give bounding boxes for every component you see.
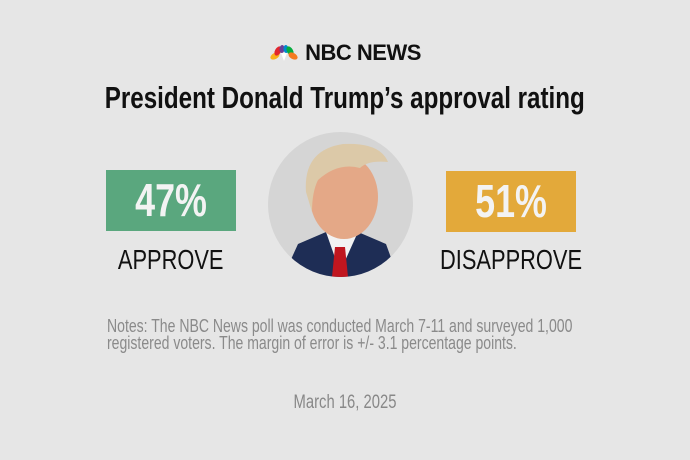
peacock-icon	[270, 45, 298, 61]
publish-date: March 16, 2025	[293, 392, 397, 413]
approve-label: APPROVE	[118, 244, 224, 275]
logo-text: NBC NEWS	[305, 40, 421, 65]
notes: Notes: The NBC News poll was conducted M…	[107, 316, 690, 353]
disapprove-label: DISAPPROVE	[439, 244, 583, 275]
notes-line-2: registered voters. The margin of error i…	[107, 333, 517, 353]
nbc-news-logo: NBC NEWS	[0, 40, 690, 68]
disapprove-value-box: 51%	[446, 171, 576, 232]
approve-value-box: 47%	[106, 170, 236, 231]
notes-line-1: Notes: The NBC News poll was conducted M…	[107, 316, 573, 336]
page-title: President Donald Trump’s approval rating	[104, 80, 586, 115]
portrait-photo	[268, 132, 413, 277]
